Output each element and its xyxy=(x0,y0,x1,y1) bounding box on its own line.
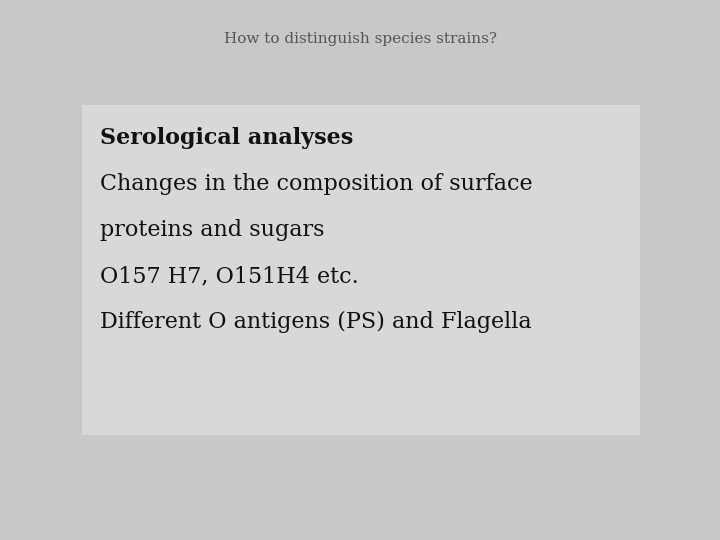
Text: Changes in the composition of surface: Changes in the composition of surface xyxy=(100,173,533,195)
Text: Different O antigens (PS) and Flagella: Different O antigens (PS) and Flagella xyxy=(100,311,531,333)
Text: proteins and sugars: proteins and sugars xyxy=(100,219,325,241)
Text: O157 H7, O151H4 etc.: O157 H7, O151H4 etc. xyxy=(100,265,359,287)
FancyBboxPatch shape xyxy=(82,105,640,435)
Text: Serological analyses: Serological analyses xyxy=(100,127,354,149)
Text: How to distinguish species strains?: How to distinguish species strains? xyxy=(223,32,497,46)
